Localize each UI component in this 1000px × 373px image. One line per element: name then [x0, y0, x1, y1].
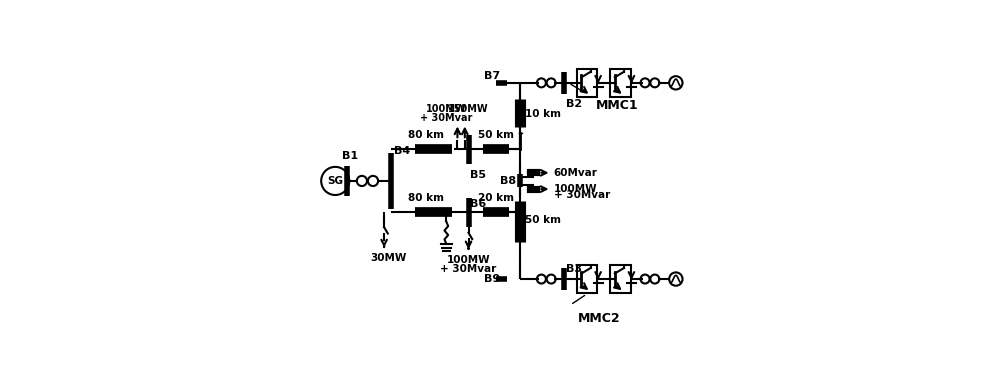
Text: MMC2: MMC2	[578, 312, 620, 325]
Text: 20 km: 20 km	[478, 193, 514, 203]
Text: 10 km: 10 km	[525, 109, 561, 119]
Text: B2: B2	[566, 100, 582, 110]
Text: 80 km: 80 km	[408, 130, 444, 140]
Text: B4: B4	[394, 145, 410, 156]
Bar	[610, 69, 631, 97]
Text: 100MW: 100MW	[554, 184, 597, 194]
Text: B9: B9	[484, 274, 500, 284]
Bar	[610, 265, 631, 293]
Text: B6: B6	[470, 199, 487, 209]
Text: B3: B3	[566, 263, 582, 273]
Text: 60Mvar: 60Mvar	[554, 168, 598, 178]
Text: 30MW: 30MW	[370, 253, 407, 263]
Text: 100MW: 100MW	[426, 104, 467, 114]
Text: 150MW: 150MW	[448, 104, 489, 114]
Text: 50 km: 50 km	[478, 130, 514, 140]
Text: 80 km: 80 km	[408, 193, 444, 203]
Text: + 30Mvar: + 30Mvar	[420, 113, 473, 123]
Text: B7: B7	[484, 71, 500, 81]
Text: + 30Mvar: + 30Mvar	[440, 263, 497, 273]
Text: 100MW: 100MW	[447, 255, 490, 265]
Bar	[577, 265, 597, 293]
Text: B5: B5	[470, 170, 486, 180]
Bar	[577, 69, 597, 97]
Text: SG: SG	[327, 176, 343, 186]
Text: + 30Mvar: + 30Mvar	[554, 190, 610, 200]
Text: 50 km: 50 km	[525, 215, 561, 225]
Text: MMC1: MMC1	[596, 100, 639, 113]
Text: B8: B8	[500, 176, 516, 186]
Text: B1: B1	[342, 151, 358, 161]
